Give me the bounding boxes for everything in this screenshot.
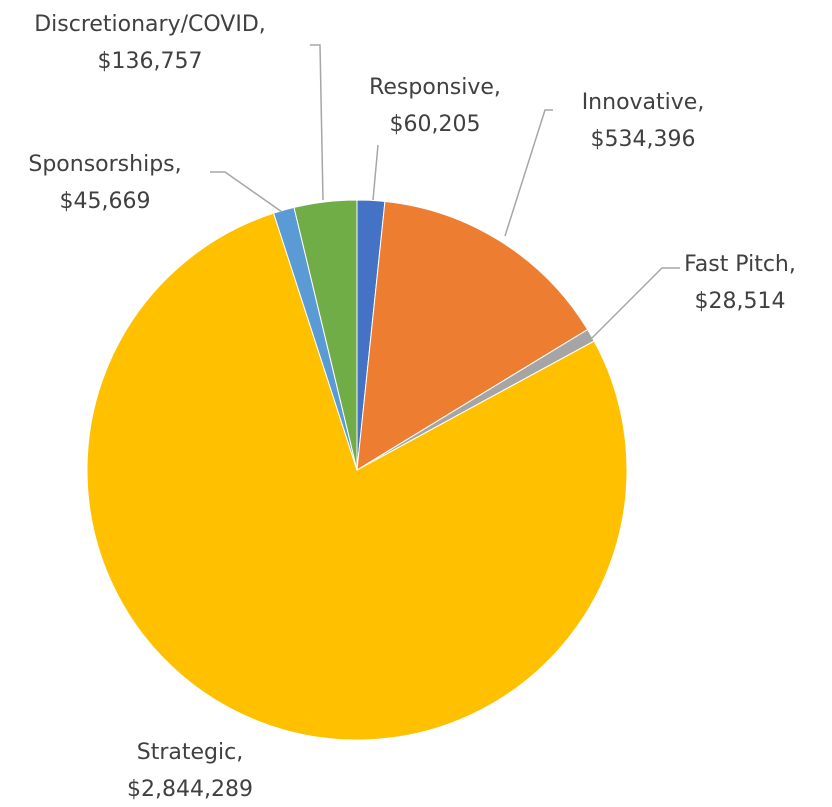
- leader-line: [310, 44, 324, 201]
- pie-slice: [356, 200, 589, 471]
- slice-label: Fast Pitch,: [684, 252, 796, 277]
- slice-label: Discretionary/COVID,: [34, 12, 266, 37]
- pie-slice: [293, 199, 358, 471]
- leader-line: [591, 267, 680, 339]
- leader-line: [210, 171, 283, 213]
- leader-line: [372, 144, 379, 201]
- slice-value: $534,396: [591, 127, 696, 152]
- leader-line: [504, 109, 553, 237]
- slice-value: $45,669: [60, 189, 151, 214]
- slice-value: $28,514: [695, 289, 786, 314]
- slice-label: Innovative,: [582, 90, 705, 115]
- slice-label: Strategic,: [137, 740, 243, 765]
- slice-label: Responsive,: [369, 75, 501, 100]
- pie-slice: [86, 212, 628, 741]
- slice-value: $2,844,289: [127, 777, 253, 802]
- slice-value: $136,757: [98, 49, 203, 74]
- slice-label: Sponsorships,: [28, 152, 181, 177]
- slice-value: $60,205: [390, 112, 481, 137]
